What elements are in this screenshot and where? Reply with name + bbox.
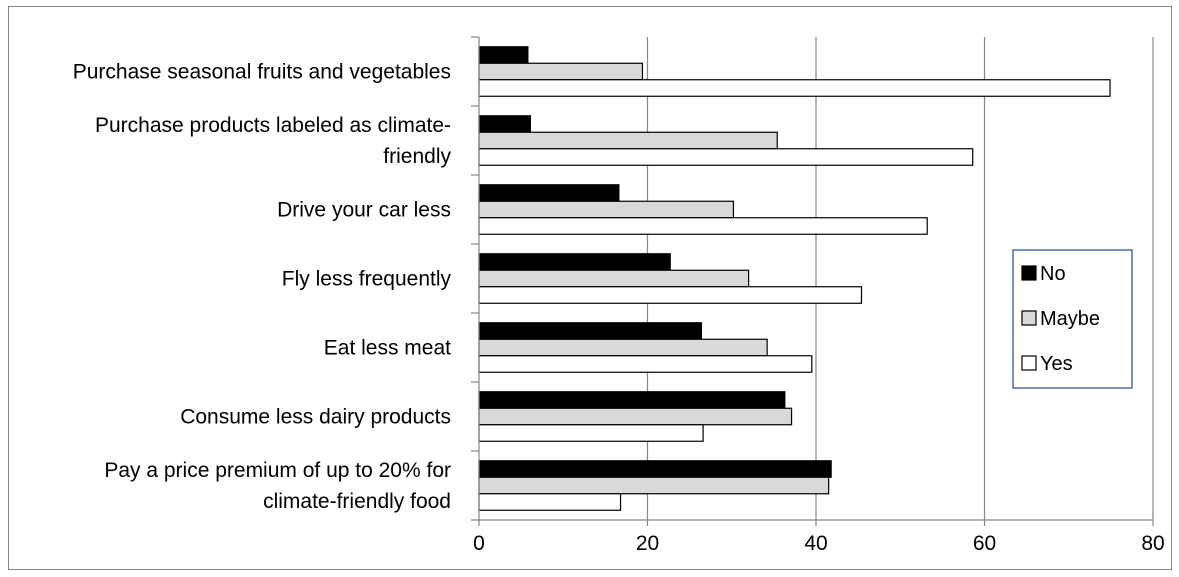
- category-label: Purchase seasonal fruits and vegetables: [73, 61, 451, 84]
- legend-label-yes: Yes: [1040, 353, 1073, 375]
- category-label: Fly less frequently: [282, 268, 452, 291]
- legend-swatch-no: [1021, 265, 1037, 281]
- legend-label-no: No: [1040, 263, 1066, 285]
- category-label: Eat less meat: [324, 337, 451, 360]
- bar-yes: [478, 148, 974, 166]
- category-label: Drive your car less: [277, 199, 451, 222]
- bar-no: [478, 46, 529, 64]
- x-tick-labels: 0 20 40 60 80: [473, 532, 1165, 555]
- bar-maybe: [478, 269, 750, 288]
- bar-no: [478, 115, 531, 133]
- bar-yes: [478, 286, 863, 304]
- legend-swatch-maybe: [1021, 310, 1037, 326]
- legend-swatch-yes: [1021, 355, 1037, 371]
- bar-maybe: [478, 131, 778, 150]
- bar-no: [478, 253, 671, 271]
- x-tick-label: 60: [973, 532, 996, 555]
- bar-yes: [478, 493, 622, 511]
- legend-label-maybe: Maybe: [1040, 308, 1100, 330]
- bar-no: [478, 460, 832, 478]
- bar-maybe: [478, 407, 793, 426]
- x-tick-label: 40: [804, 532, 827, 555]
- category-label: Pay a price premium of up to 20% for: [104, 459, 451, 482]
- category-labels: Purchase seasonal fruits and vegetables P…: [73, 61, 452, 514]
- category-label: Consume less dairy products: [180, 406, 451, 429]
- bar-yes: [478, 355, 813, 373]
- bar-no: [478, 322, 703, 340]
- legend: No Maybe Yes: [1012, 249, 1133, 389]
- bar-maybe: [478, 62, 644, 81]
- bar-maybe: [478, 338, 768, 357]
- x-tick-label: 80: [1141, 532, 1164, 555]
- bar-maybe: [478, 200, 735, 219]
- bar-yes: [478, 424, 704, 442]
- bar-maybe: [478, 476, 830, 495]
- bar-yes: [478, 79, 1111, 97]
- bar-yes: [478, 217, 928, 235]
- bar-no: [478, 184, 620, 202]
- bars: [478, 46, 1111, 511]
- axes: [471, 36, 1154, 526]
- category-label: climate-friendly food: [263, 490, 451, 513]
- bar-no: [478, 391, 786, 409]
- x-tick-label: 20: [636, 532, 659, 555]
- category-label: friendly: [383, 145, 451, 168]
- x-tick-label: 0: [473, 532, 485, 555]
- category-label: Purchase products labeled as climate-: [95, 114, 451, 137]
